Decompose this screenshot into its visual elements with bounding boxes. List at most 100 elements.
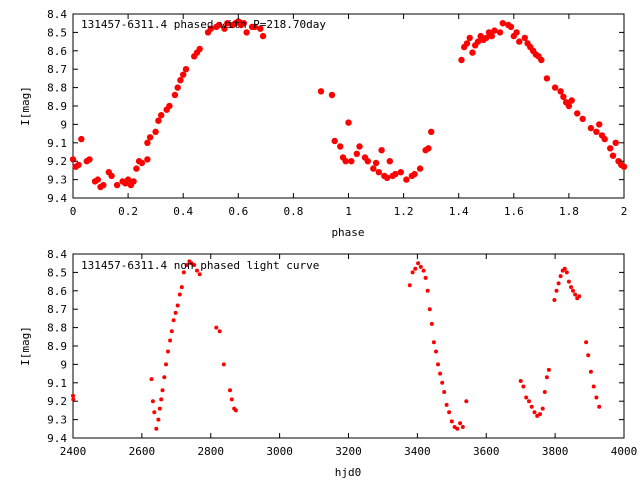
y-tick-label: 9.2: [47, 395, 67, 408]
data-point: [364, 158, 371, 165]
data-point: [259, 32, 267, 40]
data-point: [71, 393, 75, 398]
data-point: [407, 283, 412, 288]
data-point: [527, 399, 531, 404]
data-point: [86, 156, 93, 163]
data-point: [78, 135, 85, 143]
data-point: [597, 404, 602, 409]
data-point: [571, 288, 575, 293]
data-point: [130, 178, 137, 185]
data-point: [152, 410, 157, 415]
data-point: [538, 56, 545, 64]
y-tick-label: 8.8: [47, 322, 67, 335]
data-point: [455, 426, 460, 431]
data-point: [392, 170, 399, 178]
y-axis-label: I[mag]: [19, 86, 32, 126]
non-phased-light-curve-plot: 2400 2600 2800 3000 3200 3400 3600 3800 4000 8.4…: [19, 248, 637, 479]
data-point: [331, 137, 338, 145]
data-point: [464, 399, 469, 404]
data-point: [228, 388, 232, 393]
data-point: [416, 165, 424, 172]
plot-frame: [72, 253, 625, 439]
y-tick-label: 9: [60, 118, 67, 131]
data-point: [440, 380, 445, 385]
x-tick-label: 2600: [129, 445, 156, 458]
data-point: [499, 20, 506, 27]
data-point: [596, 121, 603, 128]
plot-title: 131457-6311.4 non phased light curve: [81, 259, 319, 272]
data-point: [423, 275, 428, 280]
data-point: [436, 362, 440, 367]
x-axis: 0 0.2 0.4 0.6 0.8 1 1.2 1.4 1.6 1.8 2: [70, 14, 627, 218]
data-point: [229, 397, 234, 402]
x-tick-label: 1.6: [504, 205, 524, 218]
data-point: [94, 176, 102, 183]
y-axis: 8.4 8.5 8.6 8.7 8.8 8.9 9 9.1 9.2 9.3 9.4: [47, 248, 624, 445]
y-tick-label: 9.2: [47, 155, 67, 168]
data-point: [224, 20, 231, 27]
data-point: [233, 408, 238, 413]
data-point: [591, 384, 596, 389]
data-point: [144, 139, 151, 146]
y-tick-label: 8.4: [47, 8, 67, 21]
data-point: [168, 338, 173, 343]
data-point: [146, 134, 154, 141]
x-tick-label: 0.8: [283, 205, 303, 218]
data-point: [543, 75, 551, 82]
data-point: [180, 71, 187, 78]
y-tick-label: 8.5: [47, 26, 67, 39]
data-point: [221, 362, 226, 367]
data-point: [579, 115, 586, 123]
data-point: [144, 156, 151, 163]
data-point: [521, 384, 526, 389]
data-point: [552, 298, 557, 302]
data-point: [607, 145, 614, 152]
data-point: [328, 91, 336, 99]
data-point: [416, 261, 421, 266]
x-tick-label: 3200: [335, 445, 362, 458]
data-point: [507, 23, 515, 31]
data-point: [221, 25, 228, 32]
y-tick-label: 8.9: [47, 100, 67, 113]
data-point: [427, 307, 432, 312]
data-point: [557, 88, 564, 95]
data-point: [458, 421, 463, 426]
x-tick-label: 3600: [473, 445, 500, 458]
data-point: [609, 152, 617, 159]
data-point: [173, 310, 178, 315]
data-point: [411, 170, 418, 178]
data-point: [469, 49, 476, 56]
data-point: [337, 143, 344, 150]
data-point: [474, 38, 482, 45]
data-point: [434, 349, 438, 354]
y-tick-label: 8.7: [47, 303, 67, 316]
data-point: [150, 399, 155, 404]
data-point: [418, 264, 423, 269]
data-point: [386, 158, 393, 165]
data-point: [565, 102, 573, 110]
data-point: [184, 263, 189, 267]
y-tick-label: 8.8: [47, 82, 67, 95]
x-tick-label: 0.4: [173, 205, 193, 218]
data-point: [164, 362, 168, 367]
data-point: [345, 119, 352, 126]
data-point: [413, 266, 418, 271]
x-tick-label: 0.2: [118, 205, 138, 218]
x-tick-label: 1.4: [449, 205, 469, 218]
data-point: [155, 117, 162, 124]
data-point: [573, 292, 578, 297]
data-point: [159, 397, 164, 402]
x-tick-label: 2800: [198, 445, 225, 458]
y-tick-label: 9: [60, 358, 67, 371]
data-point: [483, 34, 490, 42]
data-point: [192, 263, 197, 267]
data-point: [431, 340, 436, 345]
data-point: [215, 21, 223, 29]
data-point: [542, 390, 547, 394]
data-point: [564, 270, 569, 275]
data-point: [177, 77, 184, 84]
data-point: [566, 279, 571, 284]
data-point: [108, 172, 115, 180]
data-point: [160, 388, 165, 393]
data-points: [69, 18, 628, 191]
